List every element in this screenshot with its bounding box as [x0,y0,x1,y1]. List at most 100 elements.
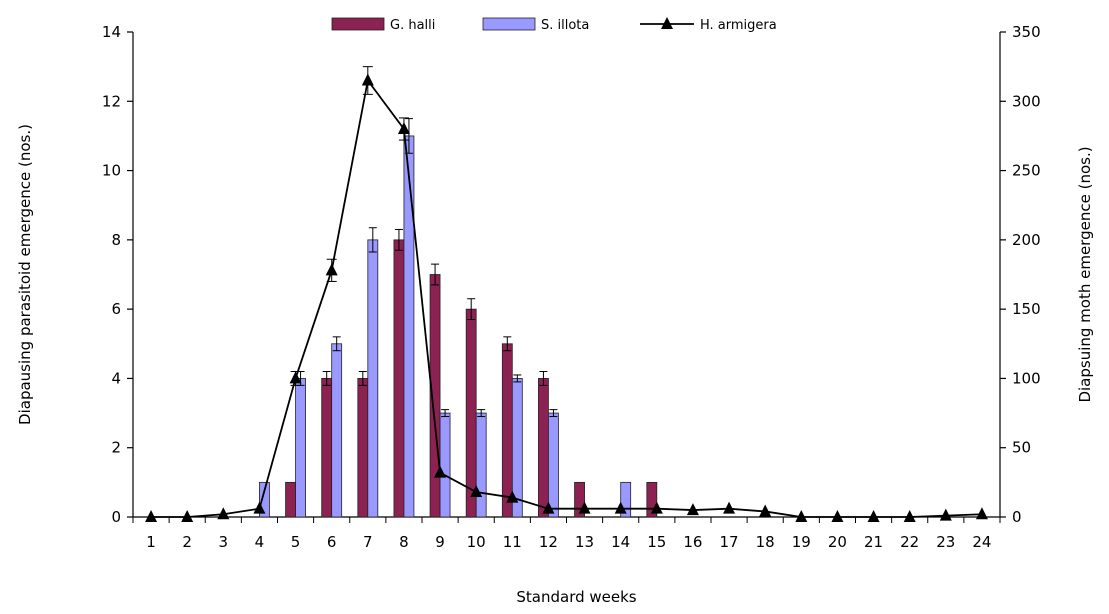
bar-ghalli [321,378,333,518]
x-tick-label: 7 [363,533,373,551]
right-tick-label: 100 [1012,369,1041,387]
left-y-ticks: 0 2 4 6 8 10 12 14 [102,23,133,526]
triangle-marker [397,122,410,134]
triangle-marker [903,510,916,522]
x-tick-label: 19 [792,533,811,551]
bar-ghalli [501,343,513,518]
triangle-marker [542,501,555,514]
left-tick-label: 14 [102,23,121,41]
x-tick-label: 21 [864,533,883,551]
right-tick-label: 300 [1012,92,1041,110]
triangle-marker [867,510,880,522]
bar-ghalli [393,239,405,518]
x-tick-label: 18 [756,533,775,551]
triangle-marker [614,501,627,514]
bar-sillota [548,412,559,518]
triangle-marker [795,510,808,522]
legend-swatch-ghalli [331,17,385,31]
left-tick-label: 2 [111,439,121,457]
x-tick-label: 16 [683,533,702,551]
x-axis-title: Standard weeks [516,588,636,606]
triangle-marker [217,507,230,520]
left-tick-label: 0 [111,508,121,526]
triangle-marker [470,485,483,498]
x-tick-label: 5 [291,533,301,551]
triangle-marker [145,510,158,522]
bar-ghalli [538,378,549,518]
x-tick-label: 13 [575,533,594,551]
triangle-marker [289,371,302,384]
right-axis-title: Diapsuing moth emergence (nos.) [1076,146,1094,402]
x-tick-label: 10 [467,533,486,551]
bar-sillota [331,343,343,518]
legend-label-harmigera: H. armigera [700,18,777,33]
triangle-marker [181,510,194,522]
bar-ghalli [357,378,369,518]
x-tick-label: 9 [435,533,445,551]
line-series [145,66,988,522]
bar-ghalli [646,481,658,518]
triangle-marker [578,501,591,514]
x-tick-label: 6 [327,533,337,551]
triangle-marker [686,503,699,516]
triangle-marker [434,465,447,478]
right-tick-label: 150 [1012,300,1041,318]
bars [259,118,658,518]
x-tick-label: 2 [182,533,192,551]
x-tick-label: 22 [900,533,919,551]
bar-ghalli [285,481,296,518]
bar-ghalli [465,308,477,518]
bar-sillota [439,412,451,518]
triangle-marker [975,507,988,520]
triangle-marker [253,501,266,514]
bar-sillota [367,239,379,518]
right-tick-label: 0 [1012,508,1022,526]
legend: G. halli S. illota H. armigera [331,17,777,33]
left-tick-label: 6 [111,300,121,318]
bar-sillota [475,412,487,518]
triangle-marker [759,504,772,517]
triangle-marker [506,490,519,503]
left-tick-label: 8 [111,231,121,249]
legend-swatch-sillota [482,17,536,31]
triangle-marker [939,508,952,521]
x-tick-label: 23 [936,533,955,551]
left-tick-label: 10 [102,162,121,180]
x-tick-label: 15 [647,533,666,551]
legend-label-ghalli: G. halli [390,18,435,33]
bar-sillota [620,481,632,518]
triangle-marker [723,501,736,514]
bar-sillota [295,378,306,518]
x-tick-label: 11 [503,533,522,551]
right-tick-label: 350 [1012,23,1041,41]
x-tick-label: 8 [399,533,409,551]
triangle-marker [361,73,374,86]
right-tick-label: 200 [1012,231,1041,249]
x-tick-label: 12 [539,533,558,551]
x-tick-label: 3 [219,533,229,551]
triangle-marker [831,510,844,522]
x-tick-label: 14 [611,533,630,551]
right-y-ticks: 0 50 100 150 200 250 300 350 [1000,23,1041,526]
bar-sillota [403,135,415,518]
left-tick-label: 12 [102,92,121,110]
legend-triangle-marker [661,17,673,29]
x-tick-label: 1 [146,533,156,551]
triangle-marker [325,263,338,276]
bar-ghalli [574,481,585,518]
x-tick-label: 24 [972,533,991,551]
x-tick-label: 17 [720,533,739,551]
x-ticks: 1 2 3 4 5 6 7 8 9 10 11 12 13 14 15 16 17 18 19 20 21 22 23 24 [132,517,1001,551]
plot-area [132,32,1001,518]
x-tick-label: 4 [255,533,265,551]
line-h-armigera [151,78,982,518]
legend-label-sillota: S. illota [541,18,589,33]
left-axis-title: Diapausing parasitoid emergence (nos.) [16,124,34,425]
triangle-marker [650,501,663,514]
right-tick-label: 50 [1012,439,1031,457]
left-tick-label: 4 [111,369,121,387]
x-tick-label: 20 [828,533,847,551]
bar-sillota [259,481,270,518]
right-tick-label: 250 [1012,162,1041,180]
